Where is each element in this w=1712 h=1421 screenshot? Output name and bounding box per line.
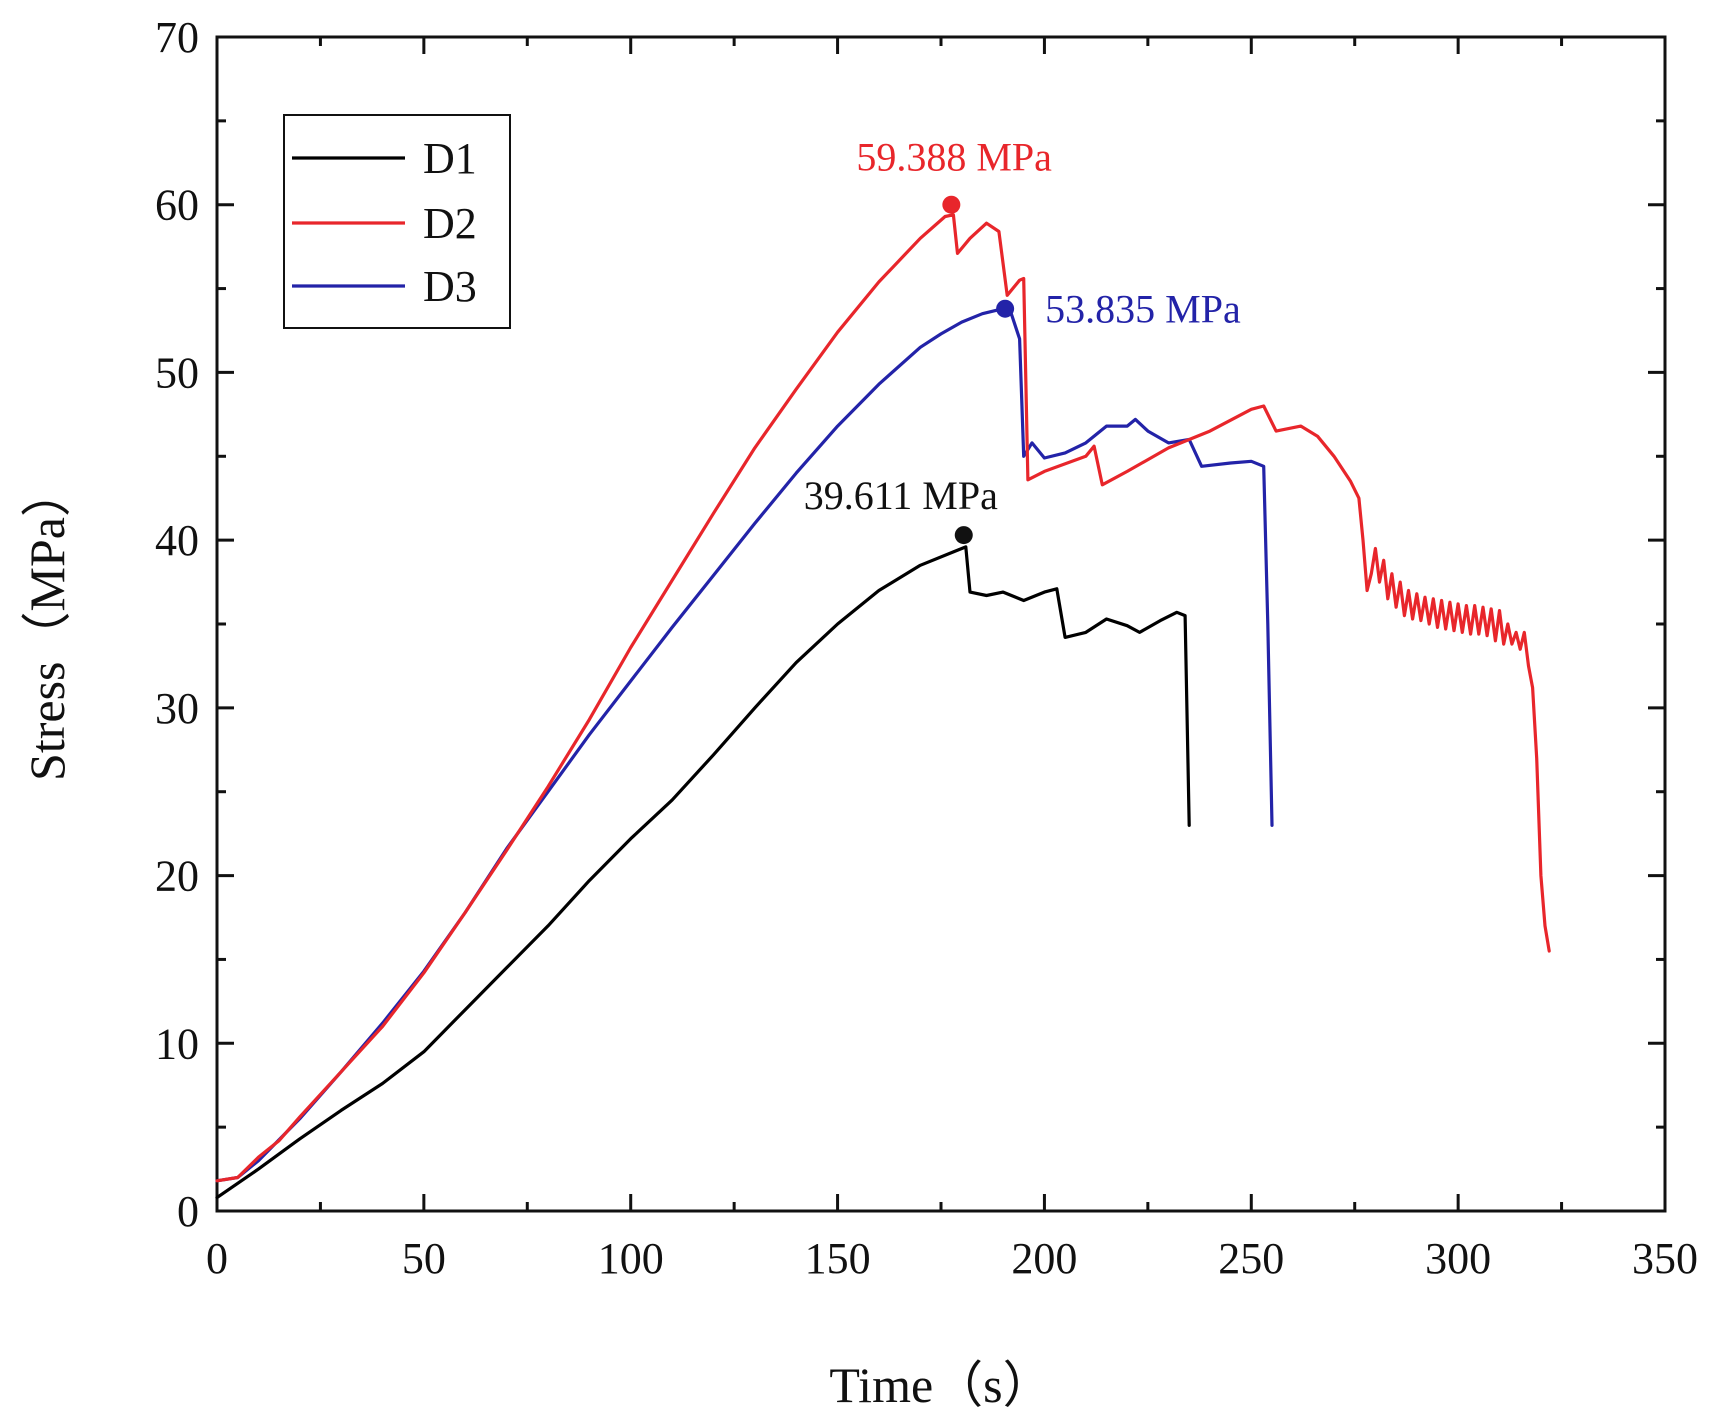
y-tick-label: 20 bbox=[155, 852, 199, 901]
y-tick-label: 50 bbox=[155, 348, 199, 397]
y-tick-label: 40 bbox=[155, 516, 199, 565]
legend: D1 D2 D3 bbox=[283, 114, 511, 329]
x-tick-label: 350 bbox=[1632, 1234, 1698, 1283]
legend-label-d1: D1 bbox=[423, 134, 477, 183]
peak-markers bbox=[942, 195, 1015, 545]
x-tick-label: 0 bbox=[206, 1234, 228, 1283]
x-tick-label: 50 bbox=[402, 1234, 446, 1283]
x-tick-label: 100 bbox=[598, 1234, 664, 1283]
x-tick-label: 200 bbox=[1011, 1234, 1077, 1283]
peak-marker-d1 bbox=[954, 526, 973, 545]
peak-marker-d3 bbox=[996, 299, 1015, 318]
series-line-d3 bbox=[215, 307, 1274, 1183]
y-axis-title: Stress（MPa） bbox=[19, 467, 75, 781]
x-axis-title: Time（s） bbox=[829, 1357, 1052, 1413]
x-tick-label: 250 bbox=[1218, 1234, 1284, 1283]
series-line-d2 bbox=[215, 213, 1551, 1183]
axis-ticks bbox=[215, 35, 1667, 1213]
x-tick-label: 150 bbox=[805, 1234, 871, 1283]
axis-tick-labels: 0 50 100 150 200 250 300 350 0 10 20 30 40 50 60 70 bbox=[155, 13, 1698, 1283]
series-lines bbox=[215, 213, 1551, 1200]
y-tick-label: 0 bbox=[177, 1187, 199, 1236]
peak-marker-d2 bbox=[942, 195, 961, 214]
y-tick-label: 70 bbox=[155, 13, 199, 62]
legend-label-d3: D3 bbox=[423, 262, 477, 311]
peak-label-d2: 59.388 MPa bbox=[856, 135, 1052, 180]
y-tick-label: 10 bbox=[155, 1019, 199, 1068]
peak-label-d3: 53.835 MPa bbox=[1045, 287, 1241, 332]
y-tick-label: 60 bbox=[155, 181, 199, 230]
x-tick-label: 300 bbox=[1425, 1234, 1491, 1283]
y-tick-label: 30 bbox=[155, 684, 199, 733]
legend-label-d2: D2 bbox=[423, 199, 477, 248]
series-line-d1 bbox=[215, 545, 1191, 1200]
peak-annotations: 59.388 MPa 53.835 MPa 39.611 MPa bbox=[804, 135, 1241, 518]
peak-label-d1: 39.611 MPa bbox=[804, 473, 998, 518]
